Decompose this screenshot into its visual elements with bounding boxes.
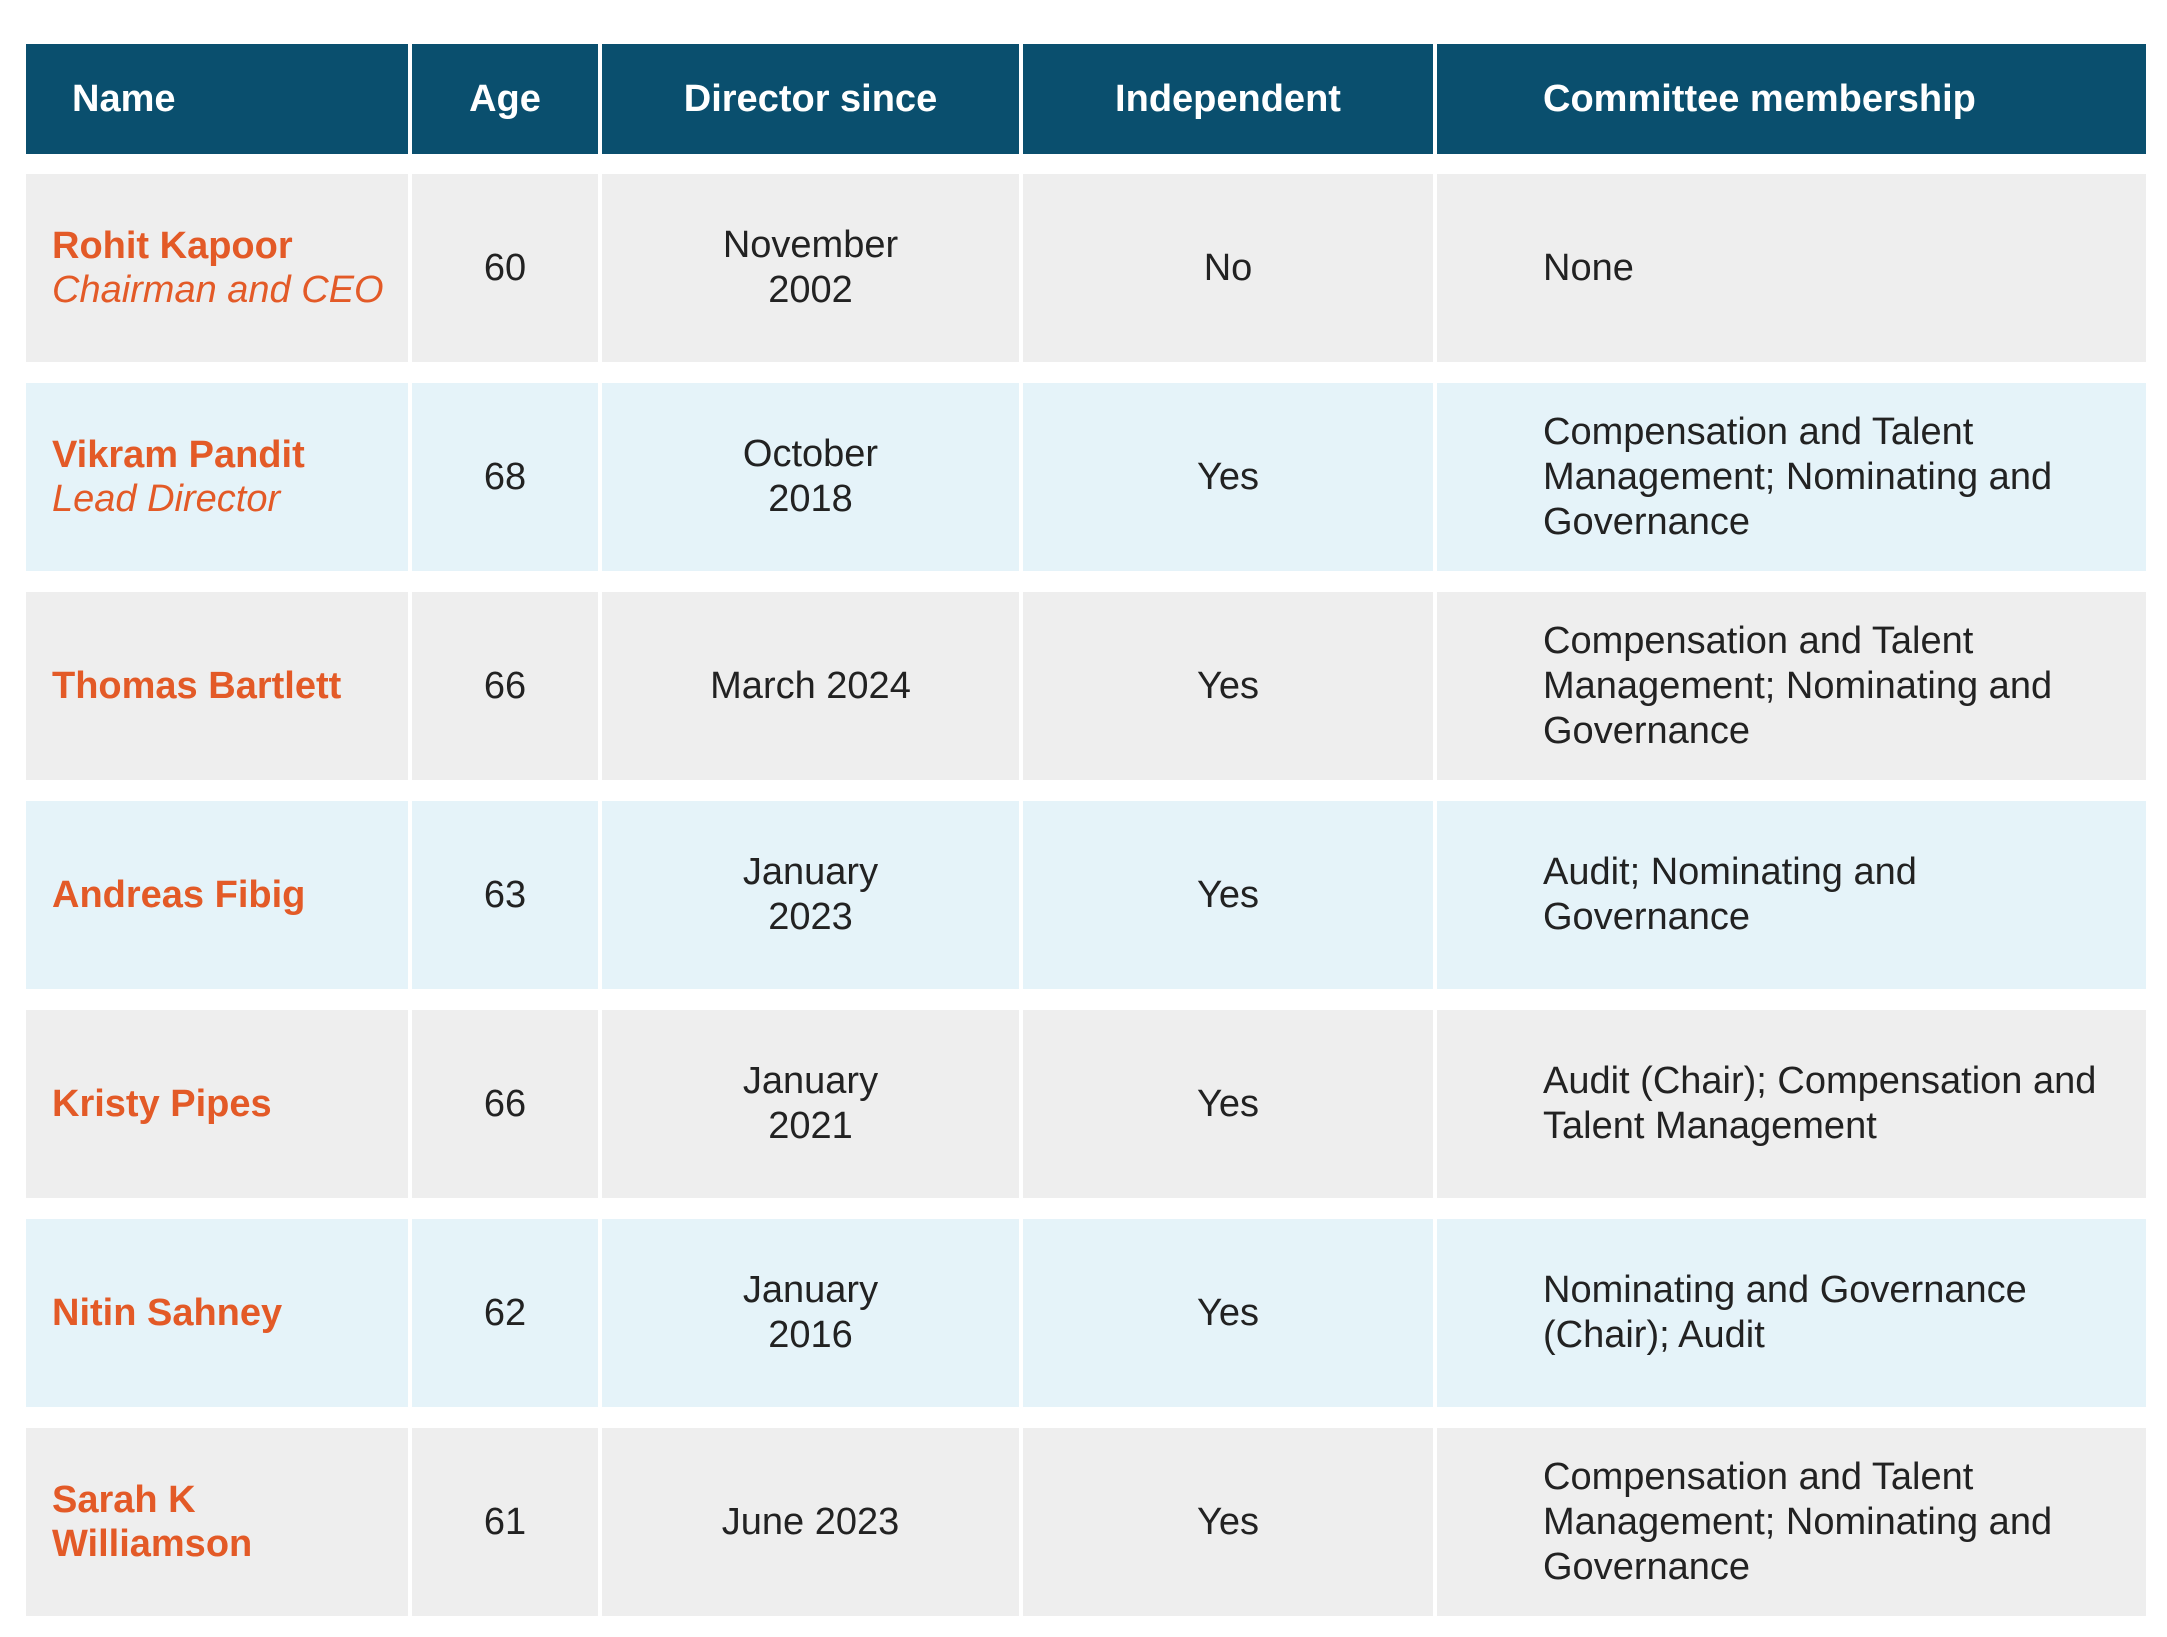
director-title: Chairman and CEO — [52, 269, 384, 311]
independent-cell: Yes — [1023, 383, 1437, 571]
director-table: Name Age Director since Independent Comm… — [26, 44, 2146, 1637]
committee-value: Compensation and Talent Management; Nomi… — [1543, 1455, 2053, 1588]
independent-cell: No — [1023, 174, 1437, 362]
committee-cell: Compensation and Talent Management; Nomi… — [1437, 1428, 2146, 1616]
header-committee-membership: Committee membership — [1543, 77, 1976, 120]
table-row: Thomas Bartlett 66 March 2024 Yes Compen… — [26, 592, 2146, 780]
header-independent: Independent — [1023, 44, 1437, 154]
age-cell: 68 — [412, 383, 602, 571]
director-since-cell: June 2023 — [602, 1428, 1023, 1616]
name-cell: Andreas Fibig — [26, 801, 412, 989]
age-cell: 61 — [412, 1428, 602, 1616]
committee-value: Nominating and Governance (Chair); Audit — [1543, 1269, 2027, 1356]
age-cell: 66 — [412, 592, 602, 780]
independent-cell: Yes — [1023, 1428, 1437, 1616]
director-since-value: January 2021 — [742, 1060, 879, 1147]
committee-value: Audit (Chair); Compensation and Talent M… — [1543, 1060, 2097, 1147]
committee-value: Compensation and Talent Management; Nomi… — [1543, 410, 2053, 543]
age-cell: 66 — [412, 1010, 602, 1198]
name-cell: Kristy Pipes — [26, 1010, 412, 1198]
director-title: Lead Director — [52, 478, 281, 520]
director-name: Andreas Fibig — [52, 874, 306, 916]
director-since-cell: October 2018 — [602, 383, 1023, 571]
committee-cell: Audit; Nominating and Governance — [1437, 801, 2146, 989]
director-name: Nitin Sahney — [52, 1292, 283, 1334]
name-cell: Thomas Bartlett — [26, 592, 412, 780]
header-age: Age — [412, 44, 602, 154]
director-name: Sarah K Williamson — [52, 1479, 253, 1565]
table-row: Sarah K Williamson 61 June 2023 Yes Comp… — [26, 1428, 2146, 1616]
director-since-value: January 2023 — [742, 851, 879, 938]
table-row: Nitin Sahney 62 January 2016 Yes Nominat… — [26, 1219, 2146, 1407]
table-row: Andreas Fibig 63 January 2023 Yes Audit;… — [26, 801, 2146, 989]
header-director-since: Director since — [602, 44, 1023, 154]
director-since-value: November 2002 — [722, 224, 899, 311]
director-since-cell: November 2002 — [602, 174, 1023, 362]
table-row: Vikram Pandit Lead Director 68 October 2… — [26, 383, 2146, 571]
committee-cell: None — [1437, 174, 2146, 362]
name-cell: Vikram Pandit Lead Director — [26, 383, 412, 571]
name-cell: Sarah K Williamson — [26, 1428, 412, 1616]
independent-cell: Yes — [1023, 801, 1437, 989]
director-since-cell: January 2021 — [602, 1010, 1023, 1198]
director-since-value: June 2023 — [721, 1500, 900, 1543]
director-since-cell: March 2024 — [602, 592, 1023, 780]
table-header: Name Age Director since Independent Comm… — [26, 44, 2146, 154]
age-cell: 63 — [412, 801, 602, 989]
committee-value: Audit; Nominating and Governance — [1543, 851, 1917, 938]
director-name: Thomas Bartlett — [52, 665, 342, 707]
director-name: Rohit Kapoor — [52, 225, 293, 267]
committee-cell: Nominating and Governance (Chair); Audit — [1437, 1219, 2146, 1407]
director-name: Vikram Pandit — [52, 434, 305, 476]
header-name: Name — [26, 44, 412, 154]
committee-cell: Audit (Chair); Compensation and Talent M… — [1437, 1010, 2146, 1198]
committee-cell: Compensation and Talent Management; Nomi… — [1437, 592, 2146, 780]
director-since-value: January 2016 — [742, 1269, 879, 1356]
age-cell: 62 — [412, 1219, 602, 1407]
committee-value: None — [1543, 246, 1634, 289]
name-cell: Rohit Kapoor Chairman and CEO — [26, 174, 412, 362]
name-cell: Nitin Sahney — [26, 1219, 412, 1407]
committee-value: Compensation and Talent Management; Nomi… — [1543, 619, 2053, 752]
director-since-cell: January 2023 — [602, 801, 1023, 989]
age-cell: 60 — [412, 174, 602, 362]
independent-cell: Yes — [1023, 1219, 1437, 1407]
table-row: Rohit Kapoor Chairman and CEO 60 Novembe… — [26, 174, 2146, 362]
director-since-value: October 2018 — [742, 433, 879, 520]
committee-cell: Compensation and Talent Management; Nomi… — [1437, 383, 2146, 571]
table-row: Kristy Pipes 66 January 2021 Yes Audit (… — [26, 1010, 2146, 1198]
director-name: Kristy Pipes — [52, 1083, 272, 1125]
director-since-cell: January 2016 — [602, 1219, 1023, 1407]
independent-cell: Yes — [1023, 1010, 1437, 1198]
director-since-value: March 2024 — [710, 664, 911, 707]
independent-cell: Yes — [1023, 592, 1437, 780]
